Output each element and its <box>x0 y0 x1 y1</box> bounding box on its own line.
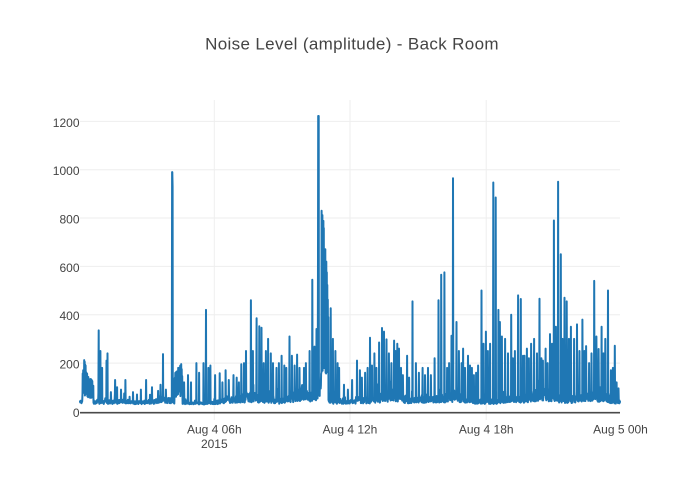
svg-text:Aug 4 12h: Aug 4 12h <box>323 423 378 437</box>
svg-text:800: 800 <box>59 213 79 227</box>
svg-text:0: 0 <box>73 406 80 420</box>
svg-text:Noise Level (amplitude) - Back: Noise Level (amplitude) - Back Room <box>205 34 499 53</box>
svg-text:1200: 1200 <box>53 116 80 130</box>
svg-text:400: 400 <box>59 309 79 323</box>
svg-text:200: 200 <box>59 358 79 372</box>
svg-text:1000: 1000 <box>53 164 80 178</box>
svg-text:600: 600 <box>59 261 79 275</box>
svg-text:Aug 5 00h: Aug 5 00h <box>593 423 648 437</box>
svg-text:2015: 2015 <box>201 437 228 451</box>
svg-text:Aug 4 18h: Aug 4 18h <box>459 423 514 437</box>
svg-text:Aug 4 06h: Aug 4 06h <box>187 423 242 437</box>
